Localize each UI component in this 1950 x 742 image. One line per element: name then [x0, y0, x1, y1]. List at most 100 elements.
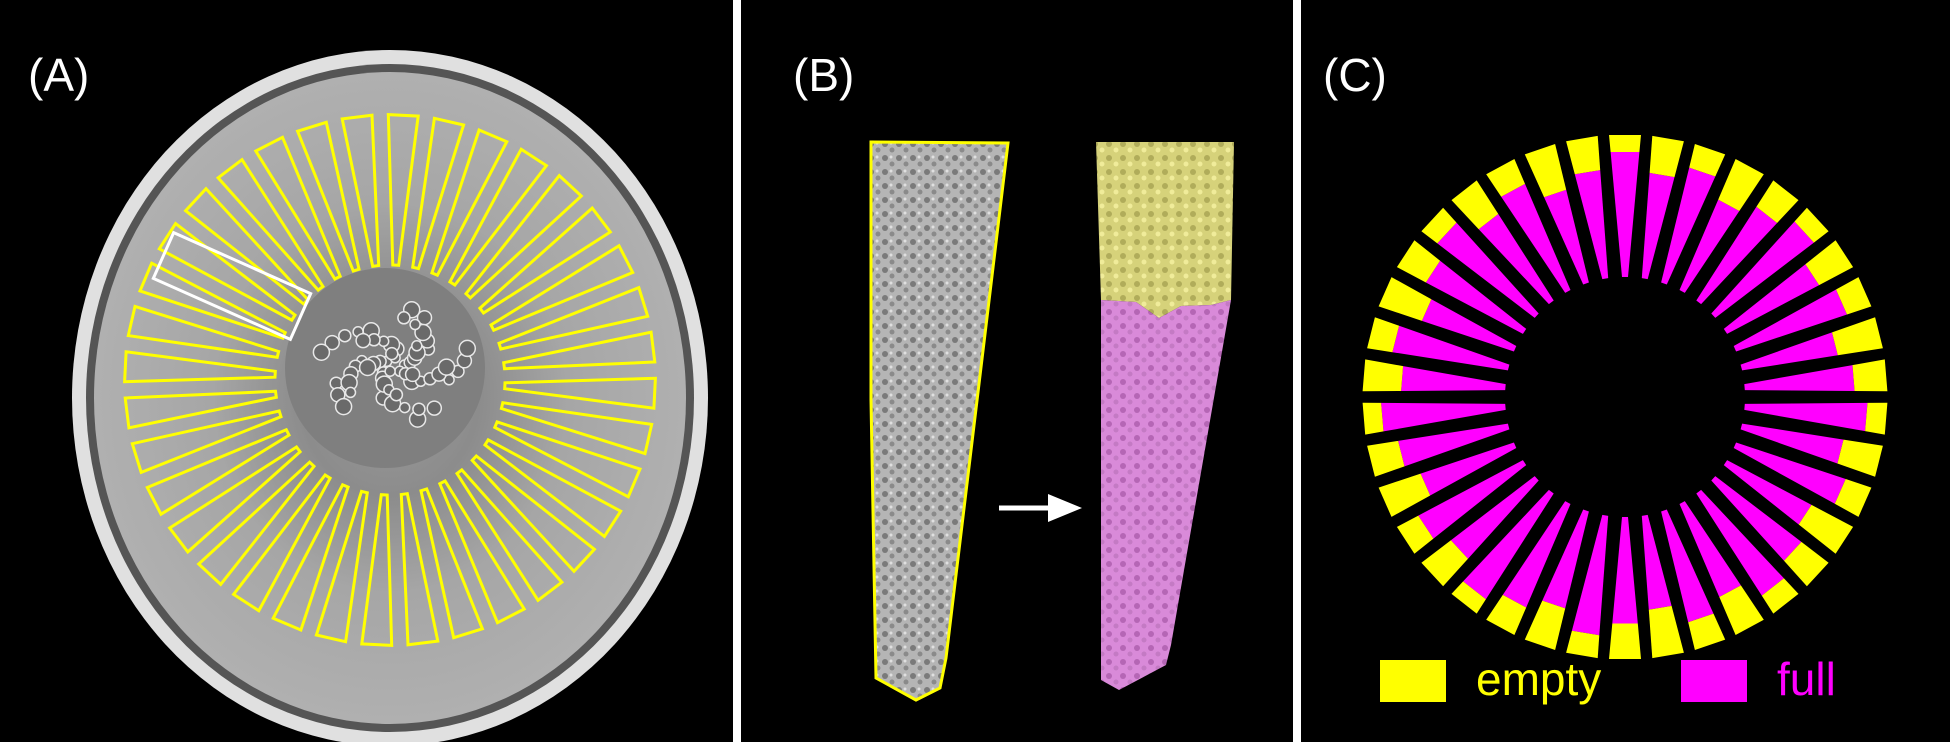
panel-divider: [733, 0, 741, 742]
sector-empty-part: [1378, 473, 1431, 517]
pith-cell: [458, 339, 477, 358]
sector-empty-part: [1566, 135, 1601, 175]
sector-empty-part: [1451, 581, 1486, 614]
sector-empty-part: [1367, 317, 1400, 353]
selection-box: [151, 230, 313, 342]
sector-outline: [123, 389, 278, 430]
sector-outline: [145, 427, 291, 517]
sector-outline: [463, 173, 584, 300]
sector-outline: [314, 489, 369, 644]
sector-full-part: [1661, 509, 1714, 623]
sector-full-part: [1381, 402, 1506, 432]
sector-outline: [470, 453, 597, 574]
sector-outline: [253, 135, 343, 281]
sector-outline: [482, 437, 623, 539]
pith-cell: [358, 358, 377, 377]
sector-outline: [454, 467, 565, 603]
sector-empty-part: [1378, 277, 1432, 321]
sector-outline: [157, 221, 298, 323]
pith-cell: [384, 365, 396, 377]
pith-cell: [411, 340, 423, 352]
sector-outline: [123, 350, 277, 384]
sector-empty-part: [1367, 440, 1405, 477]
sector-empty-part: [1756, 180, 1799, 223]
sector-full-part: [1679, 199, 1740, 293]
panel-divider: [1293, 0, 1301, 742]
sector-full-part: [1574, 170, 1609, 280]
sector-outline: [231, 472, 333, 613]
sector-full-part: [1612, 517, 1638, 624]
pith-cell: [334, 397, 353, 416]
sector-outline: [492, 420, 643, 499]
sector-full-part: [1610, 152, 1640, 277]
sector-full-part: [1679, 501, 1741, 597]
sector-full-part: [1744, 402, 1868, 432]
sector-empty-part: [1852, 359, 1888, 392]
sector-full-part: [1723, 460, 1812, 525]
sector-empty-part: [1798, 504, 1854, 554]
pith-cell: [344, 386, 357, 399]
pith-cell: [385, 346, 399, 361]
pith-cell: [355, 332, 371, 349]
sector-full-part: [1661, 167, 1716, 285]
arrow-head: [1048, 494, 1082, 522]
sector-outline: [411, 116, 466, 271]
panel-a-stem-cross-section: (A): [0, 0, 733, 742]
sector-full-part: [1733, 442, 1846, 504]
sector-empty-part: [1836, 277, 1872, 315]
sector-full-part: [1744, 365, 1855, 391]
panel-c-label: (C): [1323, 49, 1387, 101]
pith-cell: [338, 328, 352, 343]
sector-empty-part: [1524, 144, 1567, 198]
sector-empty-part: [1421, 540, 1468, 587]
panel-b-label: (B): [793, 49, 855, 101]
sector-empty-part: [1805, 240, 1854, 286]
sector-full-part: [1696, 206, 1778, 305]
sector-full-part: [1392, 325, 1510, 371]
legend-empty-swatch: [1380, 660, 1446, 702]
sector-outline: [437, 479, 527, 625]
sector-outline: [386, 113, 420, 267]
sector-full-part: [1450, 476, 1539, 559]
sector-empty-part: [1362, 359, 1404, 392]
sector-outline: [130, 409, 283, 475]
panel-b-sector-segmentation: (B): [741, 0, 1293, 742]
sector-full-part: [1502, 501, 1571, 608]
sector-full-part: [1740, 423, 1844, 464]
sector-empty-part: [1486, 594, 1527, 635]
sector-full-part: [1571, 514, 1609, 636]
pith-cell: [437, 358, 456, 376]
sector-full-part: [1641, 172, 1675, 280]
sector-full-part: [1425, 260, 1527, 334]
panel-a-label: (A): [28, 49, 90, 101]
empty-region: [1096, 142, 1234, 318]
sector-empty-part: [1486, 159, 1525, 197]
sector-empty-part: [1794, 207, 1829, 243]
pith-cell: [389, 387, 404, 402]
sector-empty-part: [1649, 135, 1684, 178]
sector-full-part: [1437, 222, 1539, 318]
sector-outline: [499, 401, 654, 456]
sector-empty-part: [1761, 578, 1799, 614]
raw-sector: [869, 140, 1010, 702]
pith-cells: [312, 300, 477, 428]
sector-empty-part: [1609, 135, 1641, 152]
sector-outline: [183, 186, 310, 307]
sector-empty-part: [1451, 180, 1499, 230]
sector-full-part: [1421, 299, 1517, 352]
pith-cell: [409, 318, 421, 331]
sector-full-part: [1478, 214, 1554, 305]
stem-cross-section-image: [72, 50, 708, 742]
sector-empty-part: [1834, 479, 1872, 517]
sector-full-part: [1418, 460, 1527, 539]
legend-full-swatch: [1681, 660, 1747, 702]
sector-full-part: [1420, 442, 1517, 496]
sector-full-part: [1733, 289, 1847, 352]
pith-cell: [404, 366, 421, 383]
sector-full-part: [1711, 221, 1814, 318]
sector-full-part: [1398, 423, 1510, 467]
sector-empty-part: [1648, 605, 1684, 659]
sector-outline: [430, 127, 509, 278]
sector-empty-part: [1689, 144, 1726, 177]
sector-empty-part: [1865, 402, 1888, 435]
